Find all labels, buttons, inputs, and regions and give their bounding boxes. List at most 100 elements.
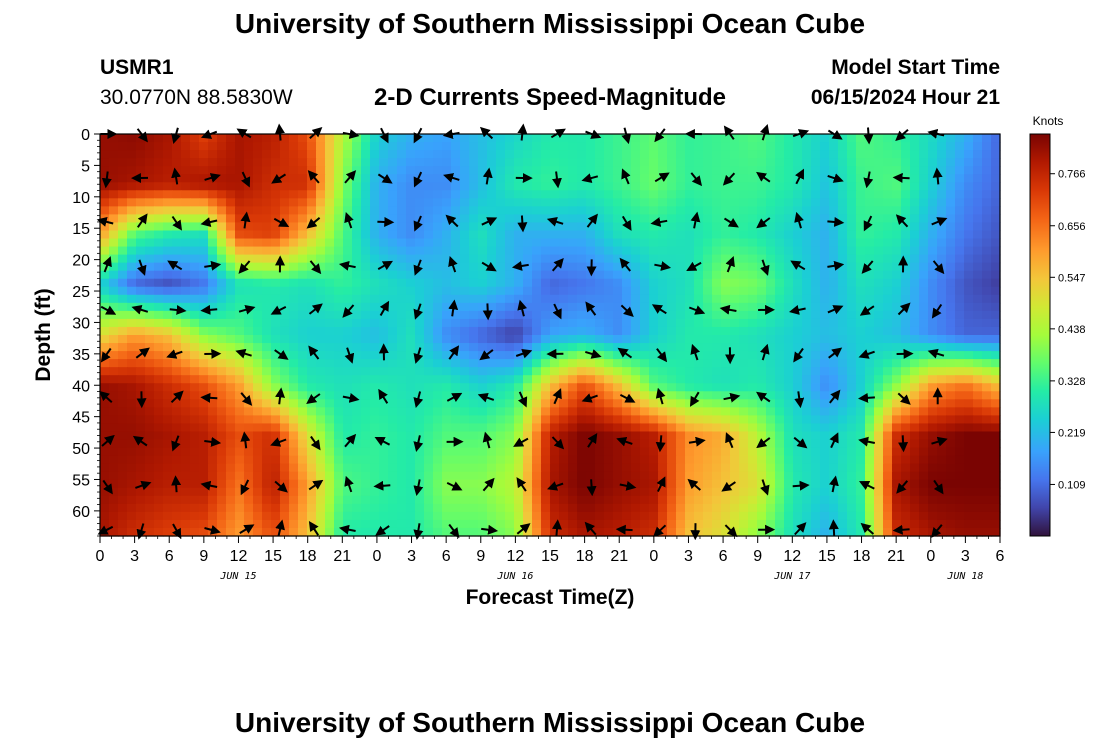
heatmap-cell (298, 142, 308, 151)
heatmap-cell (154, 318, 164, 328)
heatmap-cell (640, 527, 650, 537)
heatmap-cell (289, 495, 299, 505)
heatmap-cell (694, 246, 704, 256)
heatmap-cell (928, 415, 938, 425)
heatmap-cell (658, 230, 668, 240)
heatmap-cell (397, 150, 407, 159)
heatmap-cell (136, 182, 146, 191)
heatmap-cell (127, 511, 137, 521)
heatmap-cell (343, 246, 353, 256)
heatmap-cell (226, 174, 236, 183)
heatmap-cell (955, 407, 965, 416)
heatmap-cell (703, 198, 713, 207)
heatmap-cell (847, 399, 857, 408)
heatmap-cell (325, 343, 335, 352)
heatmap-cell (343, 487, 353, 497)
heatmap-cell (856, 431, 866, 441)
heatmap-cell (928, 479, 938, 489)
heatmap-cell (379, 214, 389, 224)
heatmap-cell (388, 198, 398, 207)
heatmap-cell (325, 351, 335, 360)
heatmap-cell (523, 270, 533, 280)
heatmap-cell (829, 166, 839, 175)
heatmap-cell (316, 399, 326, 408)
heatmap-cell (910, 270, 920, 280)
heatmap-cell (541, 415, 551, 425)
heatmap-cell (784, 134, 794, 143)
heatmap-cell (280, 230, 290, 240)
heatmap-cell (568, 198, 578, 207)
heatmap-cell (766, 238, 776, 248)
heatmap-cell (505, 471, 515, 481)
heatmap-cell (640, 198, 650, 207)
heatmap-cell (748, 262, 758, 272)
heatmap-cell (271, 335, 281, 344)
heatmap-cell (928, 447, 938, 457)
heatmap-cell (307, 455, 317, 465)
heatmap-cell (919, 318, 929, 328)
heatmap-cell (694, 503, 704, 513)
heatmap-cell (919, 302, 929, 312)
heatmap-cell (262, 214, 272, 224)
heatmap-cell (289, 351, 299, 360)
heatmap-cell (325, 463, 335, 473)
heatmap-cell (838, 326, 848, 336)
heatmap-cell (712, 527, 722, 537)
heatmap-cell (793, 463, 803, 473)
heatmap-cell (280, 190, 290, 199)
heatmap-cell (343, 383, 353, 392)
heatmap-cell (928, 375, 938, 384)
heatmap-cell (685, 367, 695, 376)
heatmap-cell (208, 158, 218, 167)
heatmap-cell (739, 511, 749, 521)
heatmap-cell (703, 318, 713, 328)
heatmap-cell (730, 487, 740, 497)
heatmap-cell (829, 367, 839, 376)
heatmap-cell (838, 166, 848, 175)
heatmap-cell (595, 294, 605, 304)
heatmap-cell (532, 351, 542, 360)
heatmap-cell (820, 326, 830, 336)
heatmap-cell (775, 318, 785, 328)
heatmap-cell (307, 142, 317, 151)
heatmap-cell (298, 343, 308, 352)
heatmap-cell (919, 294, 929, 304)
heatmap-cell (586, 399, 596, 408)
heatmap-cell (901, 222, 911, 232)
heatmap-cell (163, 383, 173, 392)
heatmap-cell (433, 254, 443, 264)
heatmap-cell (235, 335, 245, 344)
heatmap-cell (217, 158, 227, 167)
heatmap-cell (838, 471, 848, 481)
heatmap-cell (991, 479, 1001, 489)
heatmap-cell (865, 198, 875, 207)
heatmap-cell (982, 182, 992, 191)
heatmap-cell (343, 286, 353, 296)
heatmap-cell (586, 335, 596, 344)
heatmap-cell (901, 318, 911, 328)
heatmap-cell (514, 495, 524, 505)
heatmap-cell (901, 383, 911, 392)
heatmap-cell (694, 415, 704, 425)
heatmap-cell (262, 326, 272, 336)
heatmap-cell (136, 471, 146, 481)
heatmap-cell (217, 310, 227, 320)
heatmap-cell (829, 190, 839, 199)
heatmap-cell (973, 174, 983, 183)
heatmap-cell (703, 351, 713, 360)
heatmap-cell (370, 230, 380, 240)
heatmap-cell (685, 198, 695, 207)
heatmap-cell (118, 359, 128, 368)
heatmap-cell (397, 286, 407, 296)
heatmap-cell (712, 158, 722, 167)
heatmap-cell (100, 190, 110, 199)
heatmap-cell (847, 439, 857, 449)
heatmap-cell (397, 278, 407, 288)
heatmap-cell (613, 254, 623, 264)
heatmap-cell (208, 182, 218, 191)
heatmap-cell (775, 198, 785, 207)
heatmap-cell (541, 198, 551, 207)
heatmap-cell (946, 294, 956, 304)
heatmap-cell (955, 471, 965, 481)
heatmap-cell (478, 222, 488, 232)
